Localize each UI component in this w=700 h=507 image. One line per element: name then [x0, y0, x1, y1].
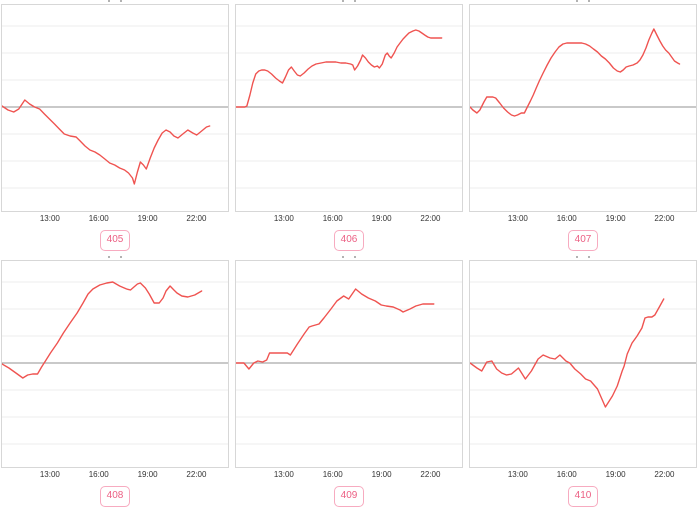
- chart-cell-407: 13:00 16:00 19:00 22:00 407: [469, 0, 697, 251]
- chart-cell-405: 13:00 16:00 19:00 22:00 405: [1, 0, 229, 251]
- x-tick-label: 13:00: [507, 470, 528, 479]
- cropped-title-dots: [235, 0, 463, 3]
- x-tick-label: 13:00: [39, 214, 60, 223]
- line-chart-svg: [236, 281, 462, 445]
- x-axis-tick-labels: 13:00 16:00 19:00 22:00: [235, 469, 463, 483]
- badge-row: 409: [235, 486, 463, 507]
- x-tick-label: 16:00: [322, 214, 343, 223]
- chart-plot-area[interactable]: [1, 260, 229, 468]
- x-tick-label: 16:00: [88, 214, 109, 223]
- x-axis-tick-labels: 13:00 16:00 19:00 22:00: [469, 213, 697, 227]
- line-chart-svg: [470, 25, 696, 189]
- line-chart-svg: [2, 281, 228, 445]
- cropped-title-dots: [235, 256, 463, 259]
- series-line: [236, 288, 435, 370]
- x-tick-label: 19:00: [605, 470, 626, 479]
- x-tick-label: 13:00: [273, 470, 294, 479]
- badge-row: 410: [469, 486, 697, 507]
- series-line: [2, 281, 203, 379]
- chart-plot-area[interactable]: [469, 4, 697, 212]
- x-tick-label: 19:00: [137, 214, 158, 223]
- x-tick-label: 22:00: [654, 470, 675, 479]
- chart-cell-406: 13:00 16:00 19:00 22:00 406: [235, 0, 463, 251]
- x-tick-label: 19:00: [371, 470, 392, 479]
- x-axis-tick-labels: 13:00 16:00 19:00 22:00: [1, 469, 229, 483]
- x-axis-tick-labels: 13:00 16:00 19:00 22:00: [235, 213, 463, 227]
- chart-cell-408: 13:00 16:00 19:00 22:00 408: [1, 256, 229, 507]
- chart-id-badge[interactable]: 410: [567, 486, 599, 507]
- chart-plot-area[interactable]: [235, 260, 463, 468]
- chart-id-badge[interactable]: 405: [99, 230, 131, 251]
- chart-id-badge[interactable]: 409: [333, 486, 365, 507]
- x-tick-label: 22:00: [420, 470, 441, 479]
- line-chart-svg: [2, 25, 228, 189]
- chart-cell-410: 13:00 16:00 19:00 22:00 410: [469, 256, 697, 507]
- x-tick-label: 13:00: [507, 214, 528, 223]
- badge-row: 408: [1, 486, 229, 507]
- x-tick-label: 16:00: [556, 470, 577, 479]
- chart-plot-area[interactable]: [235, 4, 463, 212]
- x-tick-label: 22:00: [420, 214, 441, 223]
- badge-row: 406: [235, 230, 463, 251]
- x-tick-label: 19:00: [371, 214, 392, 223]
- line-chart-svg: [470, 281, 696, 445]
- chart-plot-area[interactable]: [469, 260, 697, 468]
- x-tick-label: 22:00: [654, 214, 675, 223]
- series-line: [470, 28, 681, 117]
- x-tick-label: 13:00: [273, 214, 294, 223]
- badge-row: 407: [469, 230, 697, 251]
- x-tick-label: 19:00: [605, 214, 626, 223]
- x-tick-label: 16:00: [556, 214, 577, 223]
- x-tick-label: 13:00: [39, 470, 60, 479]
- x-axis-tick-labels: 13:00 16:00 19:00 22:00: [469, 469, 697, 483]
- x-tick-label: 22:00: [186, 470, 207, 479]
- series-line: [2, 99, 211, 185]
- series-line: [236, 29, 443, 108]
- cropped-title-dots: [469, 0, 697, 3]
- chart-cell-409: 13:00 16:00 19:00 22:00 409: [235, 256, 463, 507]
- chart-plot-area[interactable]: [1, 4, 229, 212]
- cropped-title-dots: [1, 256, 229, 259]
- chart-id-badge[interactable]: 408: [99, 486, 131, 507]
- x-tick-label: 22:00: [186, 214, 207, 223]
- chart-id-badge[interactable]: 407: [567, 230, 599, 251]
- line-chart-svg: [236, 25, 462, 189]
- x-tick-label: 19:00: [137, 470, 158, 479]
- x-tick-label: 16:00: [322, 470, 343, 479]
- series-line: [470, 298, 665, 408]
- cropped-title-dots: [469, 256, 697, 259]
- badge-row: 405: [1, 230, 229, 251]
- x-tick-label: 16:00: [88, 470, 109, 479]
- x-axis-tick-labels: 13:00 16:00 19:00 22:00: [1, 213, 229, 227]
- cropped-title-dots: [1, 0, 229, 3]
- chart-id-badge[interactable]: 406: [333, 230, 365, 251]
